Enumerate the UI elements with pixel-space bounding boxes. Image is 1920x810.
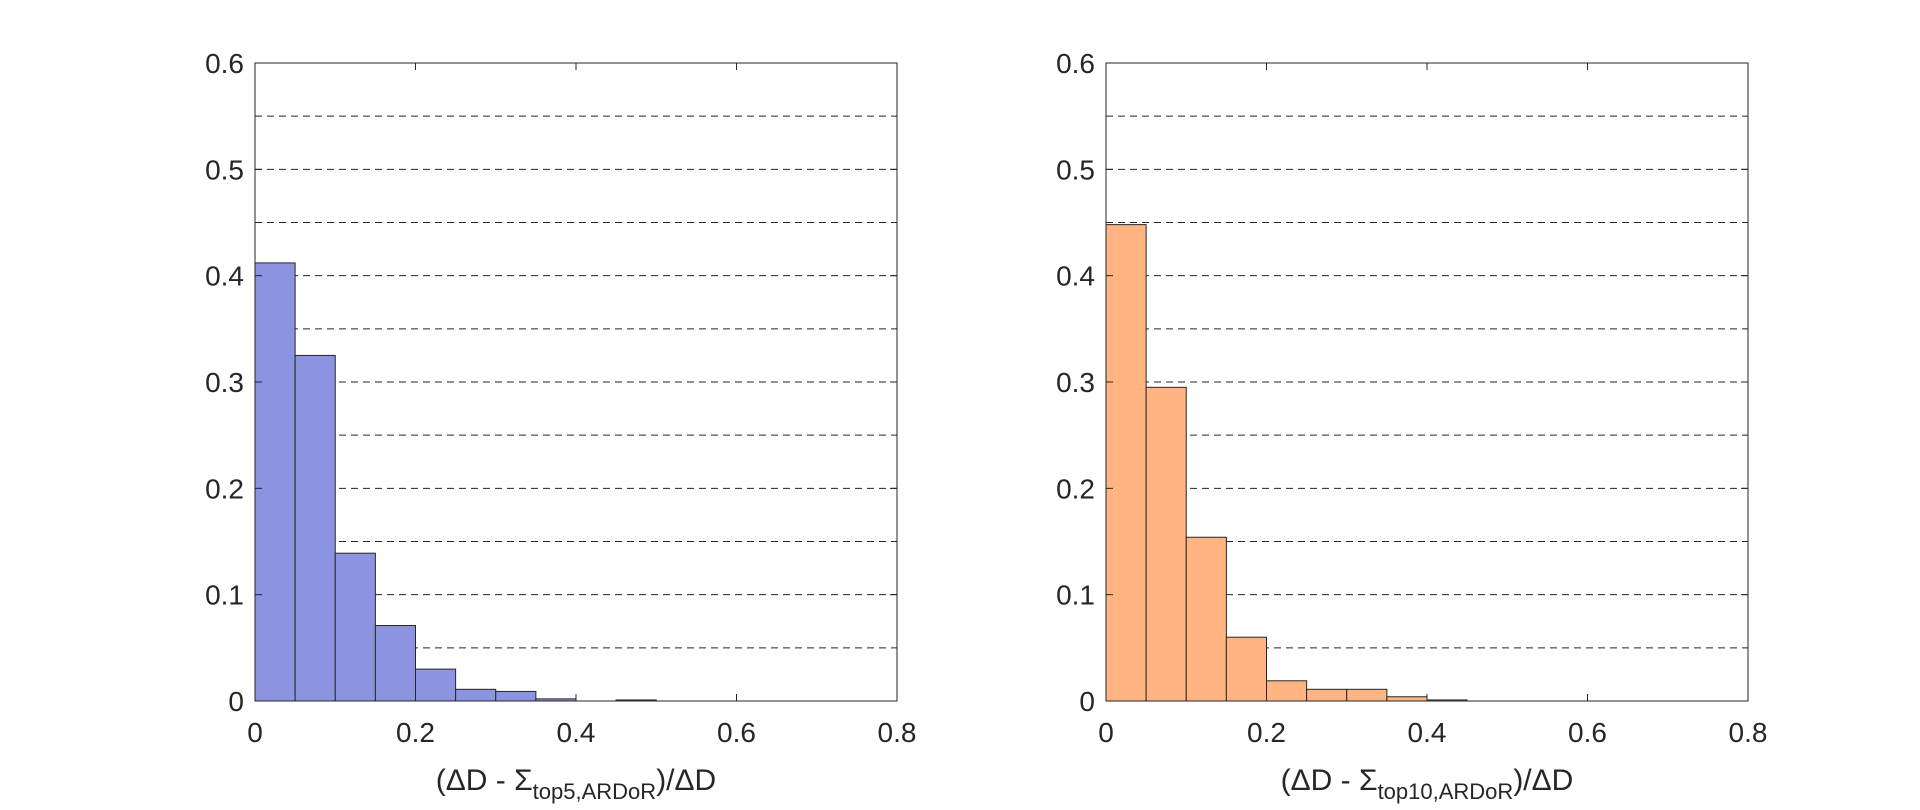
x-tick-label: 0.2	[1247, 717, 1286, 748]
x-tick-label: 0.8	[1729, 717, 1768, 748]
y-tick-label: 0.2	[205, 473, 244, 504]
y-tick-label: 0	[1079, 686, 1095, 717]
right-histogram-bars	[1105, 224, 1468, 702]
right-grid-lines	[1106, 115, 1748, 649]
y-tick-label: 0.5	[205, 154, 244, 185]
x-tick-label: 0	[247, 717, 263, 748]
histogram-bar	[415, 668, 457, 702]
y-tick-label: 0.4	[1056, 261, 1095, 292]
histogram-bar	[1105, 224, 1147, 702]
histogram-bar	[455, 688, 497, 702]
x-tick-label: 0	[1098, 717, 1114, 748]
left-x-axis-label-main: (ΔD - Σ	[436, 764, 533, 797]
histogram-bar	[1306, 688, 1348, 702]
y-tick-label: 0.5	[1056, 154, 1095, 185]
x-tick-label: 0.4	[557, 717, 596, 748]
histogram-bar	[294, 354, 336, 702]
histogram-bar	[1225, 636, 1267, 702]
y-tick-label: 0.3	[1056, 367, 1095, 398]
x-tick-label: 0.2	[396, 717, 435, 748]
y-tick-label: 0.2	[1056, 473, 1095, 504]
x-tick-label: 0.8	[878, 717, 917, 748]
histogram-bar	[1346, 688, 1388, 702]
y-tick-label: 0.1	[205, 580, 244, 611]
right-x-axis-label: (ΔD - Σtop10,ARDoR)/ΔD	[1281, 764, 1574, 804]
y-tick-label: 0.4	[205, 261, 244, 292]
histogram-bar	[1386, 696, 1428, 702]
left-axis-ticks: 0 0.2 0.4 0.6 0.8 0 0.1 0.2 0.3 0.4 0.5 0.6	[205, 48, 916, 748]
right-x-axis-label-tail: )/ΔD	[1513, 764, 1573, 797]
y-tick-label: 0	[228, 686, 244, 717]
y-tick-label: 0.6	[1056, 48, 1095, 79]
x-tick-label: 0.6	[717, 717, 756, 748]
histogram-bar	[254, 262, 296, 702]
right-histogram-panel: 0 0.2 0.4 0.6 0.8 0 0.1 0.2 0.3 0.4 0.5 0.6 (ΔD - Σ…	[1056, 48, 1767, 804]
histogram-bar	[374, 625, 416, 702]
histogram-bar	[1185, 536, 1227, 702]
histogram-bar	[1266, 680, 1308, 702]
y-tick-label: 0.3	[205, 367, 244, 398]
x-tick-label: 0.6	[1568, 717, 1607, 748]
histogram-bar	[1145, 386, 1187, 702]
histogram-bar	[334, 552, 376, 702]
y-tick-label: 0.6	[205, 48, 244, 79]
left-x-axis-label-subscript: top5,ARDoR	[533, 779, 657, 804]
right-x-axis-label-subscript: top10,ARDoR	[1378, 779, 1514, 804]
left-histogram-panel: 0 0.2 0.4 0.6 0.8 0 0.1 0.2 0.3 0.4 0.5 0.6 (ΔD - Σ…	[205, 48, 916, 804]
left-x-axis-label-tail: )/ΔD	[656, 764, 716, 797]
left-x-axis-label: (ΔD - Σtop5,ARDoR)/ΔD	[436, 764, 716, 804]
x-tick-label: 0.4	[1408, 717, 1447, 748]
left-histogram-bars	[254, 262, 657, 702]
y-tick-label: 0.1	[1056, 580, 1095, 611]
right-x-axis-label-main: (ΔD - Σ	[1281, 764, 1378, 797]
right-axis-ticks: 0 0.2 0.4 0.6 0.8 0 0.1 0.2 0.3 0.4 0.5 0.6	[1056, 48, 1767, 748]
histogram-bar	[495, 690, 537, 702]
